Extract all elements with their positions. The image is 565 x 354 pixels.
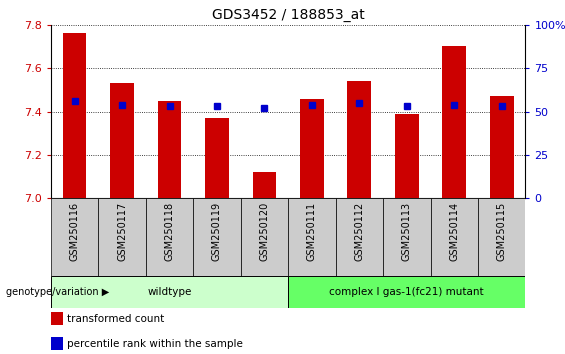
- Bar: [336, 198, 383, 276]
- Bar: [253, 172, 276, 198]
- Text: GSM250114: GSM250114: [449, 202, 459, 261]
- Text: GSM250116: GSM250116: [69, 202, 80, 261]
- Bar: [347, 81, 371, 198]
- Text: genotype/variation ▶: genotype/variation ▶: [6, 287, 109, 297]
- Bar: [158, 101, 181, 198]
- Bar: [51, 312, 63, 325]
- Bar: [51, 198, 98, 276]
- Text: GSM250117: GSM250117: [117, 202, 127, 261]
- Bar: [241, 198, 288, 276]
- Bar: [383, 198, 431, 276]
- Bar: [98, 198, 146, 276]
- Text: GSM250111: GSM250111: [307, 202, 317, 261]
- Text: GSM250119: GSM250119: [212, 202, 222, 261]
- Bar: [395, 114, 419, 198]
- Bar: [288, 276, 525, 308]
- Bar: [51, 276, 288, 308]
- Bar: [110, 83, 134, 198]
- Title: GDS3452 / 188853_at: GDS3452 / 188853_at: [212, 8, 364, 22]
- Text: wildtype: wildtype: [147, 287, 192, 297]
- Bar: [51, 337, 63, 350]
- Bar: [146, 198, 193, 276]
- Text: complex I gas-1(fc21) mutant: complex I gas-1(fc21) mutant: [329, 287, 484, 297]
- Bar: [63, 33, 86, 198]
- Bar: [288, 198, 336, 276]
- Bar: [490, 96, 514, 198]
- Bar: [193, 198, 241, 276]
- Bar: [300, 98, 324, 198]
- Text: GSM250113: GSM250113: [402, 202, 412, 261]
- Text: GSM250115: GSM250115: [497, 202, 507, 261]
- Text: percentile rank within the sample: percentile rank within the sample: [67, 339, 244, 349]
- Text: GSM250112: GSM250112: [354, 202, 364, 261]
- Bar: [205, 118, 229, 198]
- Bar: [442, 46, 466, 198]
- Text: GSM250120: GSM250120: [259, 202, 270, 261]
- Bar: [431, 198, 478, 276]
- Text: transformed count: transformed count: [67, 314, 165, 324]
- Text: GSM250118: GSM250118: [164, 202, 175, 261]
- Bar: [478, 198, 525, 276]
